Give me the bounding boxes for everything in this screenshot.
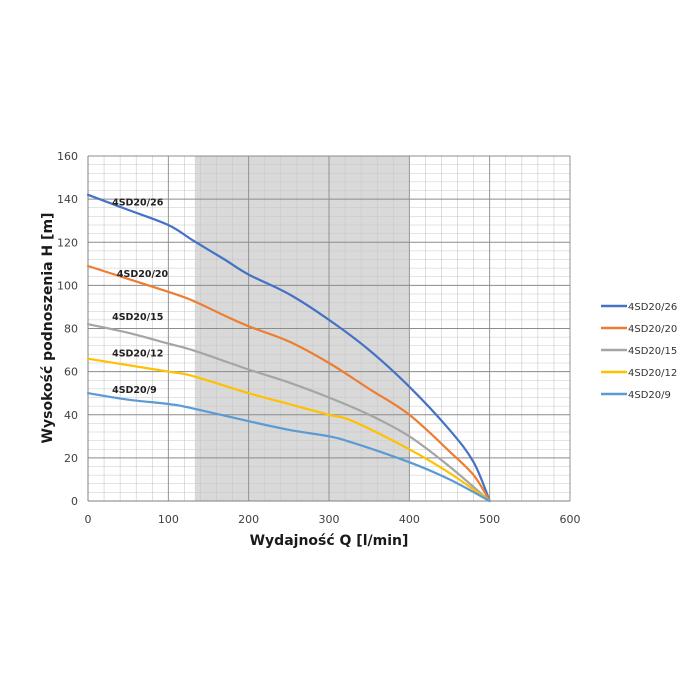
series-line-4sd20-20: [86, 264, 491, 503]
x-tick-label: 100: [158, 513, 179, 526]
legend-label: 4SD20/9: [628, 390, 671, 401]
x-tick-label: 200: [238, 513, 259, 526]
y-tick-label: 160: [57, 150, 78, 163]
x-axis-title: Wydajność Q [l/min]: [250, 533, 409, 549]
y-tick-label: 120: [57, 236, 78, 249]
series-line-4sd20-26: [86, 193, 491, 503]
x-tick-label: 300: [319, 513, 340, 526]
y-tick-label: 40: [64, 409, 78, 422]
series-line-4sd20-12: [86, 357, 491, 503]
series-lines: [86, 193, 491, 503]
y-tick-label: 60: [64, 366, 78, 379]
series-label-4sd20-15: 4SD20/15: [112, 312, 163, 323]
series-label-4sd20-20: 4SD20/20: [117, 269, 169, 280]
x-axis-tick-labels: 0 100 200 300 400 500 600: [85, 513, 581, 526]
y-axis-title: Wysokość podnoszenia H [m]: [40, 213, 56, 444]
y-tick-label: 80: [64, 323, 78, 336]
series-line-4sd20-15: [86, 323, 491, 503]
x-tick-label: 500: [479, 513, 500, 526]
x-tick-label: 0: [85, 513, 92, 526]
series-label-4sd20-9: 4SD20/9: [112, 385, 157, 396]
legend: 4SD20/26 4SD20/20 4SD20/15 4SD20/12 4SD20/9: [601, 302, 677, 401]
y-tick-label: 20: [64, 452, 78, 465]
y-tick-label: 100: [57, 279, 78, 292]
y-tick-label: 0: [71, 495, 78, 508]
legend-item-4sd20-9: 4SD20/9: [601, 390, 671, 401]
legend-label: 4SD20/15: [628, 346, 677, 357]
series-inline-labels: 4SD20/26 4SD20/20 4SD20/15 4SD20/12 4SD20/9: [112, 198, 168, 397]
y-tick-label: 140: [57, 193, 78, 206]
series-label-4sd20-26: 4SD20/26: [112, 198, 164, 209]
legend-label: 4SD20/26: [628, 302, 677, 313]
legend-item-4sd20-20: 4SD20/20: [601, 324, 677, 335]
x-tick-label: 600: [560, 513, 581, 526]
series-line-4sd20-9: [86, 392, 491, 503]
legend-item-4sd20-12: 4SD20/12: [601, 368, 677, 379]
x-tick-label: 400: [399, 513, 420, 526]
legend-label: 4SD20/12: [628, 368, 677, 379]
y-axis-tick-labels: 0 20 40 60 80 100 120 140 160: [57, 150, 78, 508]
series-label-4sd20-12: 4SD20/12: [112, 349, 163, 360]
legend-item-4sd20-15: 4SD20/15: [601, 346, 677, 357]
legend-item-4sd20-26: 4SD20/26: [601, 302, 677, 313]
legend-label: 4SD20/20: [628, 324, 677, 335]
